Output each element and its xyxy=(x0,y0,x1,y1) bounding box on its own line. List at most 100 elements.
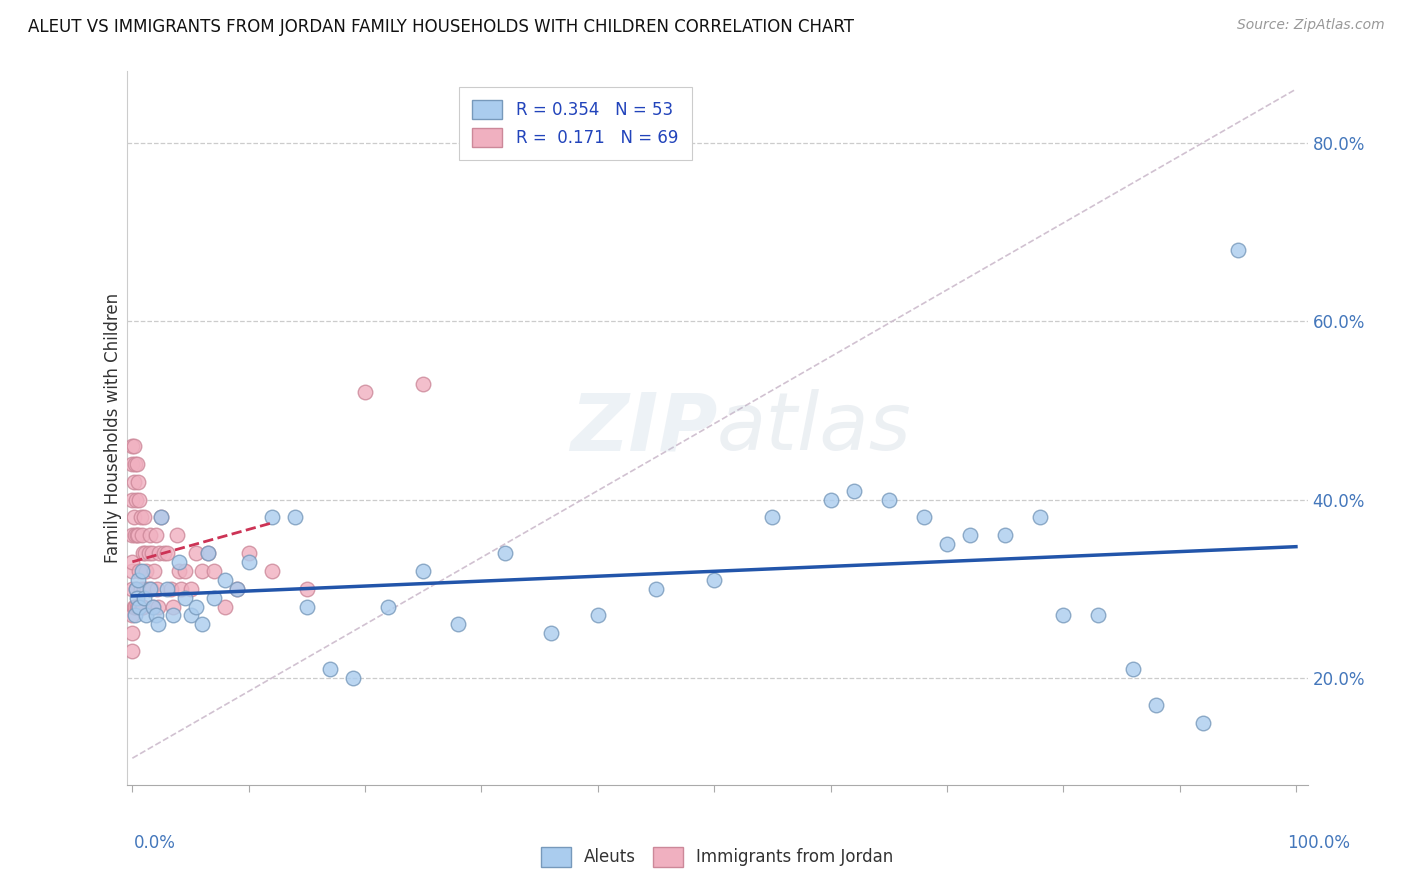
Point xyxy=(994,528,1017,542)
Point xyxy=(186,599,208,614)
Text: atlas: atlas xyxy=(717,389,912,467)
Text: ZIP: ZIP xyxy=(569,389,717,467)
Point xyxy=(152,546,174,560)
Point xyxy=(125,599,148,614)
Point xyxy=(159,582,181,596)
Point xyxy=(295,599,318,614)
Point xyxy=(167,555,190,569)
Point xyxy=(127,528,149,542)
Legend: Aleuts, Immigrants from Jordan: Aleuts, Immigrants from Jordan xyxy=(531,838,903,877)
Point xyxy=(129,510,152,524)
Point xyxy=(146,599,169,614)
Text: Source: ZipAtlas.com: Source: ZipAtlas.com xyxy=(1237,18,1385,32)
Point xyxy=(354,385,377,400)
Point xyxy=(197,546,219,560)
Y-axis label: Family Households with Children: Family Households with Children xyxy=(104,293,122,563)
Point xyxy=(150,510,173,524)
Point xyxy=(146,617,169,632)
Point xyxy=(191,564,214,578)
Point xyxy=(645,582,668,596)
Point xyxy=(703,573,725,587)
Point xyxy=(122,510,145,524)
Point xyxy=(260,564,283,578)
Point xyxy=(842,483,865,498)
Point xyxy=(124,599,146,614)
Point xyxy=(125,582,148,596)
Point xyxy=(167,564,190,578)
Point xyxy=(342,671,364,685)
Point xyxy=(191,617,214,632)
Point xyxy=(173,591,195,605)
Point xyxy=(125,492,148,507)
Point xyxy=(121,582,143,596)
Point xyxy=(141,546,163,560)
Point xyxy=(186,546,208,560)
Point xyxy=(121,457,143,471)
Point xyxy=(142,599,165,614)
Point xyxy=(129,582,152,596)
Point xyxy=(761,510,783,524)
Point xyxy=(136,582,159,596)
Point xyxy=(125,591,148,605)
Point xyxy=(124,457,146,471)
Point xyxy=(202,564,225,578)
Point xyxy=(127,573,149,587)
Point xyxy=(121,644,143,658)
Point xyxy=(214,573,236,587)
Point xyxy=(173,564,195,578)
Point xyxy=(148,546,170,560)
Point xyxy=(912,510,935,524)
Point xyxy=(121,439,143,453)
Point xyxy=(180,608,202,623)
Point xyxy=(166,528,188,542)
Point xyxy=(319,662,342,676)
Point xyxy=(122,439,145,453)
Point xyxy=(139,528,162,542)
Point xyxy=(124,528,146,542)
Point xyxy=(128,599,150,614)
Point xyxy=(132,591,155,605)
Point xyxy=(132,582,155,596)
Point xyxy=(139,582,162,596)
Point xyxy=(959,528,981,542)
Point xyxy=(494,546,516,560)
Point xyxy=(1192,715,1215,730)
Point xyxy=(1122,662,1144,676)
Point xyxy=(125,457,148,471)
Point xyxy=(540,626,562,640)
Point xyxy=(121,626,143,640)
Point xyxy=(935,537,957,551)
Point xyxy=(197,546,219,560)
Point xyxy=(284,510,307,524)
Point xyxy=(135,608,157,623)
Point xyxy=(124,608,146,623)
Point xyxy=(156,546,179,560)
Point xyxy=(238,546,260,560)
Point xyxy=(121,528,143,542)
Point xyxy=(145,528,167,542)
Point xyxy=(121,492,143,507)
Point xyxy=(122,475,145,489)
Point xyxy=(142,599,165,614)
Point xyxy=(132,510,155,524)
Point xyxy=(131,599,153,614)
Point xyxy=(128,492,150,507)
Point xyxy=(295,582,318,596)
Point xyxy=(150,510,173,524)
Point xyxy=(586,608,609,623)
Point xyxy=(238,555,260,569)
Point xyxy=(226,582,249,596)
Point xyxy=(1087,608,1109,623)
Point xyxy=(170,582,193,596)
Point xyxy=(143,564,166,578)
Point xyxy=(139,582,162,596)
Point xyxy=(122,599,145,614)
Point xyxy=(162,608,184,623)
Point xyxy=(131,564,153,578)
Point xyxy=(412,376,434,391)
Text: ALEUT VS IMMIGRANTS FROM JORDAN FAMILY HOUSEHOLDS WITH CHILDREN CORRELATION CHAR: ALEUT VS IMMIGRANTS FROM JORDAN FAMILY H… xyxy=(28,18,853,36)
Point xyxy=(1029,510,1052,524)
Point xyxy=(128,564,150,578)
Point xyxy=(202,591,225,605)
Point xyxy=(1226,243,1249,257)
